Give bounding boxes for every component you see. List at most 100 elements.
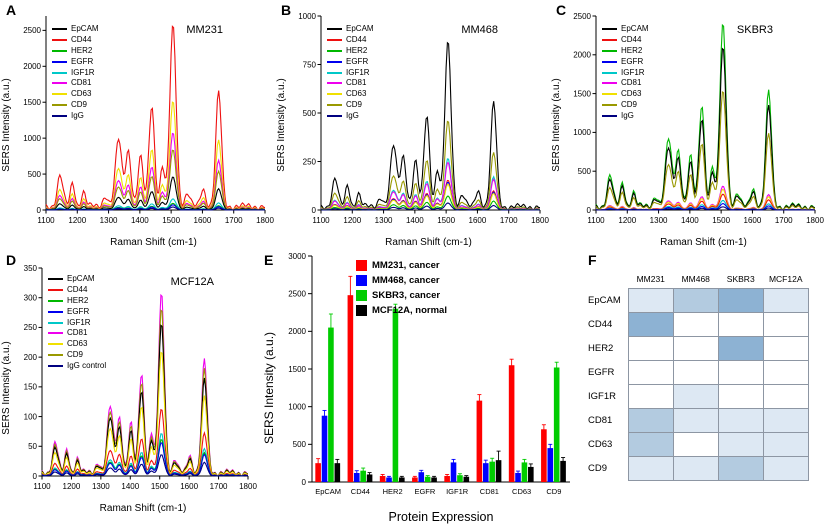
legend-swatch <box>52 103 67 106</box>
spectra-plot-A: 1100 1200 1300 1400 1500 1600 1700 1800 0 500 1000… <box>23 16 274 225</box>
heatmap-cell-IGF1R-MCF12A <box>762 384 809 409</box>
legend-item-HER2: HER2 <box>52 46 99 57</box>
legend-label: CD44 <box>346 35 367 45</box>
spectra-plot-B: 1100 1200 1300 1400 1500 1600 1700 1800 0 250 500 7… <box>298 12 549 225</box>
heatmap-row-CD44: CD44 <box>588 312 809 337</box>
legend-label: EGFR <box>621 56 644 66</box>
x-tick-label: 1100 <box>587 216 605 225</box>
legend-label: CD44 <box>621 35 642 45</box>
legend-item-HER2: HER2 <box>48 296 106 307</box>
bar-HER2-MM231-cancer <box>379 475 386 482</box>
legend-label: CD81 <box>71 78 92 88</box>
heatmap-row-label-EpCAM: EpCAM <box>588 295 621 306</box>
legend-label: CD9 <box>71 99 88 109</box>
bar-EpCAM-MM231-cancer <box>315 463 321 482</box>
y-axis-label-C: SERS Intensity (a.u.) <box>551 78 562 172</box>
y-tick-label: 0 <box>302 478 307 487</box>
bar-CD44-SKBR3-cancer <box>360 470 366 482</box>
legend-label: HER2 <box>71 45 93 55</box>
heatmap-cell-CD81-MM231 <box>627 408 674 433</box>
legend-swatch <box>327 114 342 117</box>
legend-item-CD44: CD44 <box>48 285 106 296</box>
legend-label: EpCAM <box>71 24 99 34</box>
heatmap-row-label-IGF1R: IGF1R <box>588 391 616 402</box>
legend-swatch <box>356 275 367 286</box>
legend-item-CD44: CD44 <box>52 35 99 46</box>
legend-item-EGFR: EGFR <box>602 56 649 67</box>
legend-label: EpCAM <box>346 24 374 34</box>
legend-item-CD9: CD9 <box>327 100 374 111</box>
y-tick-label: 2000 <box>23 62 41 71</box>
heatmap-cell-EpCAM-MM231 <box>627 288 674 313</box>
y-tick-label: 0 <box>37 206 42 215</box>
y-tick-label: 300 <box>24 294 38 303</box>
cell-line-title-D: MCF12A <box>170 276 214 288</box>
legend-swatch <box>327 103 342 106</box>
heatmap-col-header-MM231: MM231 <box>636 274 665 284</box>
bar-CD81-MM468-cancer <box>482 463 489 482</box>
spectrum-EpCAM <box>320 41 541 211</box>
y-tick-label: 200 <box>24 353 38 362</box>
heatmap-cell-EpCAM-MCF12A <box>762 288 809 313</box>
legend-swatch <box>52 60 67 63</box>
legend-label: EpCAM <box>67 274 95 284</box>
legend-swatch <box>327 71 342 74</box>
heatmap-cell-CD81-MCF12A <box>762 408 809 433</box>
y-tick-label: 2500 <box>573 12 591 21</box>
heatmap-cell-CD63-MM468 <box>672 432 719 457</box>
legend-item-MCF12A-normal: MCF12A, normal <box>356 303 447 318</box>
legend-label: CD44 <box>71 35 92 45</box>
legend-D: EpCAM CD44 HER2 EGFR IGF1R CD81 CD63 CD9 IgG con… <box>48 274 106 371</box>
heatmap-table: MM231 MM468 SKBR3 MCF12A EpCAM CD44 HER2 EGFR IG… <box>588 274 809 481</box>
x-axis-label-C: Raman Shift (cm-1) <box>660 237 747 248</box>
y-tick-label: 1500 <box>288 365 306 374</box>
y-tick-label: 1000 <box>573 128 591 137</box>
heatmap-row-label-CD44: CD44 <box>588 319 613 330</box>
legend-swatch <box>48 332 63 335</box>
spectrum-CD9 <box>320 120 540 211</box>
heatmap-cell-CD9-MM231 <box>627 456 674 481</box>
y-tick-label: 1500 <box>573 89 591 98</box>
x-tick-label: 1200 <box>63 482 81 491</box>
legend-item-MM468-cancer: MM468, cancer <box>356 273 447 288</box>
x-tick-label: 1100 <box>312 216 330 225</box>
legend-swatch <box>602 71 617 74</box>
x-tick-label: 1500 <box>712 216 730 225</box>
heatmap-col-header-MM468: MM468 <box>681 274 710 284</box>
legend-label: MCF12A, normal <box>372 304 447 316</box>
legend-label: EpCAM <box>621 24 649 34</box>
legend-swatch <box>48 321 63 324</box>
legend-label: CD9 <box>346 99 363 109</box>
legend-swatch <box>602 60 617 63</box>
heatmap-cell-CD44-MM468 <box>672 312 719 337</box>
heatmap-row-label-HER2: HER2 <box>588 343 614 354</box>
y-tick-label: 150 <box>24 383 38 392</box>
heatmap-cell-CD44-SKBR3 <box>717 312 764 337</box>
legend-label: CD44 <box>67 285 88 295</box>
category-label-HER2: HER2 <box>383 487 403 496</box>
heatmap-cell-CD9-MCF12A <box>762 456 809 481</box>
legend-label: IgG control <box>67 360 107 370</box>
legend-swatch <box>52 82 67 85</box>
heatmap-cell-CD63-MM231 <box>627 432 674 457</box>
category-label-CD44: CD44 <box>351 487 370 496</box>
spectrum-IgG <box>596 206 815 211</box>
legend-item-EpCAM: EpCAM <box>602 24 649 35</box>
bar-IGF1R-MM468-cancer <box>450 462 457 482</box>
bar-EpCAM-MM468-cancer <box>321 415 328 482</box>
heatmap-cell-EGFR-MM468 <box>672 360 719 385</box>
legend-item-CD81: CD81 <box>52 78 99 89</box>
heatmap-row-HER2: HER2 <box>588 336 809 361</box>
legend-swatch <box>48 353 63 356</box>
x-axis-label-A: Raman Shift (cm-1) <box>110 237 197 248</box>
category-label-EpCAM: EpCAM <box>315 487 341 496</box>
heatmap-cell-EpCAM-MM468 <box>672 288 719 313</box>
category-label-CD81: CD81 <box>480 487 499 496</box>
y-tick-label: 500 <box>293 440 307 449</box>
heatmap-cell-HER2-MM231 <box>627 336 674 361</box>
heatmap-row-label-EGFR: EGFR <box>588 367 615 378</box>
heatmap-cell-CD44-MM231 <box>627 312 674 337</box>
bar-CD9-MM231-cancer <box>541 429 547 482</box>
bar-EGFR-SKBR3-cancer <box>424 476 431 482</box>
cell-line-title-B: MM468 <box>461 24 498 36</box>
